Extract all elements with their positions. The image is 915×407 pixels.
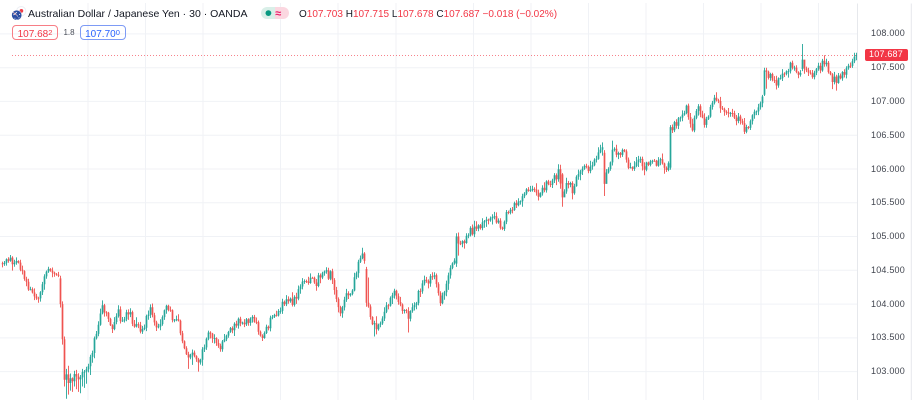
svg-text:≈: ≈ [275, 8, 281, 19]
